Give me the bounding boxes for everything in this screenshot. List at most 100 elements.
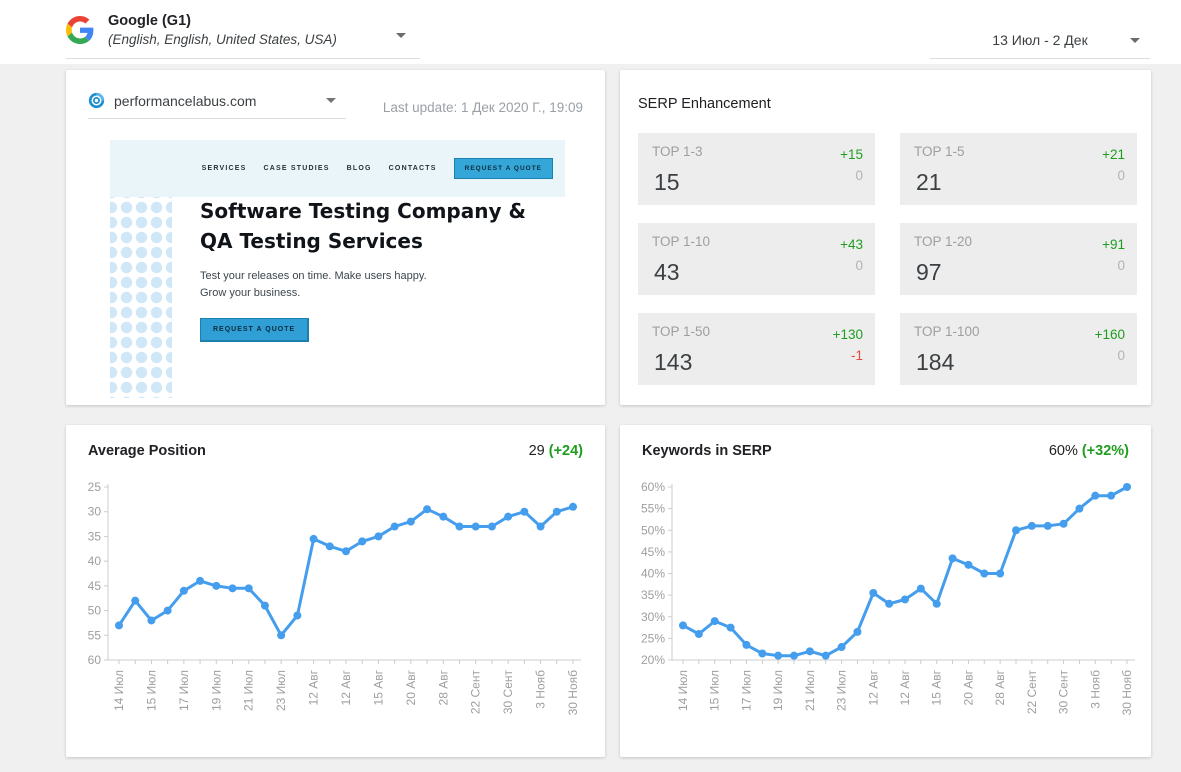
tile-gain: +15: [840, 147, 863, 162]
svg-text:50: 50: [88, 604, 102, 618]
svg-text:12 Авг: 12 Авг: [307, 669, 321, 705]
svg-text:45: 45: [88, 579, 102, 593]
keywords-in-serp-title: Keywords in SERP: [642, 443, 772, 459]
svg-text:3 Нояб: 3 Нояб: [1088, 670, 1102, 709]
tile-top-1-10[interactable]: TOP 1-10 43 +43 0: [638, 223, 875, 295]
domain-selector[interactable]: performancelabus.com: [88, 92, 346, 119]
banner-headline-line2: QA Testing Services: [200, 229, 423, 253]
svg-text:60%: 60%: [641, 481, 665, 494]
svg-text:28 Авг: 28 Авг: [993, 669, 1007, 705]
svg-text:20%: 20%: [641, 653, 665, 667]
tile-loss: 0: [1117, 348, 1125, 363]
tile-label: TOP 1-10: [652, 234, 711, 249]
tile-top-1-100[interactable]: TOP 1-100 184 +160 0: [900, 313, 1137, 385]
current-value: 60%: [1048, 443, 1078, 459]
svg-text:12 Авг: 12 Авг: [866, 669, 880, 705]
caret-down-icon: [326, 98, 336, 103]
tile-value: 21: [916, 169, 942, 195]
search-engine-locale: (English, English, United States, USA): [108, 32, 337, 47]
date-range-label: 13 Июл - 2 Дек: [992, 32, 1088, 48]
keywords-in-serp-value: 60% (+32%): [1049, 443, 1129, 459]
current-value: 29: [528, 443, 545, 459]
domain-name: performancelabus.com: [114, 92, 257, 109]
svg-text:17 Июл: 17 Июл: [739, 670, 753, 711]
change-value: (+32%): [1081, 443, 1129, 459]
svg-text:55: 55: [88, 628, 102, 642]
average-position-value: 29 (+24): [529, 443, 583, 459]
tile-gain: +43: [840, 237, 863, 252]
svg-text:45%: 45%: [641, 545, 665, 559]
tile-value: 15: [654, 169, 680, 195]
tile-top-1-20[interactable]: TOP 1-20 97 +91 0: [900, 223, 1137, 295]
keywords-in-serp-chart[interactable]: 60% 55% 50% 45% 40% 35% 30% 25% 20% 14 Июл 15 Июл 1…: [632, 481, 1147, 747]
svg-text:14 Июл: 14 Июл: [112, 670, 126, 711]
tile-loss: 0: [855, 258, 863, 273]
svg-text:30%: 30%: [641, 610, 665, 624]
tile-top-1-50[interactable]: TOP 1-50 143 +130 -1: [638, 313, 875, 385]
serp-enhancement-title: SERP Enhancement: [638, 96, 771, 112]
tile-gain: +21: [1102, 147, 1125, 162]
chart-header: Average Position 29 (+24): [88, 443, 583, 459]
tile-label: TOP 1-5: [914, 144, 965, 159]
svg-text:60: 60: [88, 653, 102, 667]
tile-loss: 0: [1117, 258, 1125, 273]
banner-cta-button: REQUEST A QUOTE: [200, 318, 310, 342]
svg-text:21 Июл: 21 Июл: [803, 670, 817, 711]
tile-label: TOP 1-3: [652, 144, 703, 159]
average-position-chart[interactable]: 25 30 35 40 45 50 55 60 14 Июл 15 Июл 17 Июл 19 Июл…: [78, 481, 593, 747]
svg-text:30 Сент: 30 Сент: [1057, 670, 1071, 715]
tile-value: 97: [916, 259, 942, 285]
site-favicon-icon: [88, 92, 105, 109]
google-logo-icon: [66, 16, 94, 44]
average-position-card: Average Position 29 (+24) 25 30 35 40 45 50 55 6…: [66, 425, 605, 757]
tile-loss: 0: [855, 168, 863, 183]
svg-text:28 Авг: 28 Авг: [436, 669, 450, 705]
svg-text:23 Июл: 23 Июл: [274, 670, 288, 711]
svg-text:23 Июл: 23 Июл: [835, 670, 849, 711]
banner-nav: SERVICES CASE STUDIES BLOG CONTACTS REQU…: [202, 140, 553, 197]
svg-text:15 Авг: 15 Авг: [930, 669, 944, 705]
banner-tagline: Test your releases on time. Make users h…: [200, 268, 427, 302]
banner-nav-link-contacts: CONTACTS: [388, 165, 437, 172]
dot-pattern-decoration: [110, 197, 172, 398]
svg-text:30: 30: [88, 505, 102, 519]
site-preview-card: performancelabus.com Last update: 1 Дек …: [66, 70, 605, 405]
svg-text:12 Авг: 12 Авг: [339, 669, 353, 705]
banner-headline: Software Testing Company & QA Testing Se…: [200, 196, 550, 256]
svg-text:55%: 55%: [641, 502, 665, 516]
tile-label: TOP 1-20: [914, 234, 973, 249]
tile-top-1-3[interactable]: TOP 1-3 15 +15 0: [638, 133, 875, 205]
svg-text:17 Июл: 17 Июл: [177, 670, 191, 711]
search-engine-text: Google (G1) (English, English, United St…: [108, 12, 337, 49]
caret-down-icon: [1130, 38, 1140, 43]
svg-text:3 Нояб: 3 Нояб: [534, 670, 548, 709]
banner-header-strip: SERVICES CASE STUDIES BLOG CONTACTS REQU…: [110, 140, 565, 197]
tile-gain: +91: [1102, 237, 1125, 252]
tile-gain: +130: [832, 327, 863, 342]
search-engine-selector[interactable]: Google (G1) (English, English, United St…: [66, 12, 420, 59]
svg-text:20 Авг: 20 Авг: [404, 669, 418, 705]
tile-value: 184: [916, 349, 955, 375]
svg-text:12 Авг: 12 Авг: [898, 669, 912, 705]
svg-text:30 Нояб: 30 Нояб: [566, 670, 580, 716]
tile-label: TOP 1-50: [652, 324, 711, 339]
svg-text:40%: 40%: [641, 567, 665, 581]
svg-text:40: 40: [88, 554, 102, 568]
serp-enhancement-card: SERP Enhancement TOP 1-3 15 +15 0 TOP 1-…: [620, 70, 1151, 405]
caret-down-icon: [396, 33, 406, 38]
tile-top-1-5[interactable]: TOP 1-5 21 +21 0: [900, 133, 1137, 205]
svg-text:22 Сент: 22 Сент: [469, 670, 483, 715]
date-range-selector[interactable]: 13 Июл - 2 Дек: [930, 26, 1150, 59]
svg-text:50%: 50%: [641, 523, 665, 537]
tile-label: TOP 1-100: [914, 324, 980, 339]
site-banner-snapshot: SERVICES CASE STUDIES BLOG CONTACTS REQU…: [110, 140, 565, 398]
banner-tagline-line2: Grow your business.: [200, 287, 301, 299]
svg-text:21 Июл: 21 Июл: [242, 670, 256, 711]
svg-text:30 Нояб: 30 Нояб: [1120, 670, 1134, 716]
svg-text:15 Июл: 15 Июл: [144, 670, 158, 711]
banner-nav-link-case-studies: CASE STUDIES: [263, 165, 330, 172]
svg-text:19 Июл: 19 Июл: [771, 670, 785, 711]
svg-text:25: 25: [88, 481, 102, 494]
svg-text:35: 35: [88, 529, 102, 543]
svg-text:22 Сент: 22 Сент: [1025, 670, 1039, 715]
